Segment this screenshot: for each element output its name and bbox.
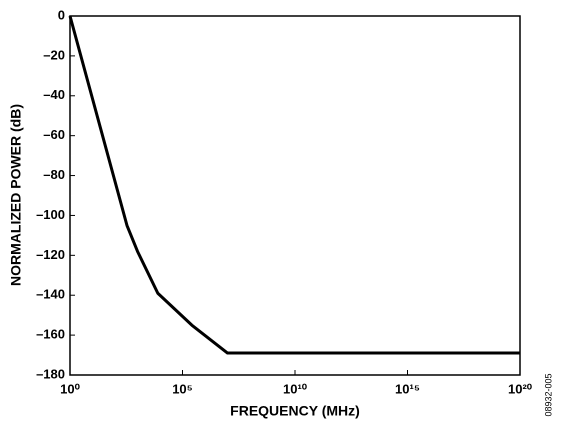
x-tick-label: 10⁰	[60, 381, 80, 396]
y-tick-label: –160	[36, 327, 65, 342]
x-tick-label: 10²⁰	[508, 381, 533, 396]
y-tick-label: –140	[36, 287, 65, 302]
y-tick-label: –80	[43, 167, 65, 182]
x-tick-label: 10¹⁵	[395, 381, 420, 396]
data-line	[68, 15, 520, 355]
plot-frame	[69, 15, 521, 376]
y-tick-label: –20	[43, 47, 65, 62]
y-tick-label: –100	[36, 207, 65, 222]
figure-id: 08932-005	[543, 373, 553, 416]
y-axis-label: NORMALIZED POWER (dB)	[8, 104, 24, 286]
y-tick-label: –40	[43, 87, 65, 102]
y-tick-label: –60	[43, 127, 65, 142]
x-axis-label: FREQUENCY (MHz)	[230, 403, 360, 419]
x-tick-label: 10⁵	[172, 381, 193, 396]
y-tick-label: –180	[36, 366, 65, 381]
y-tick-label: –120	[36, 247, 65, 262]
x-tick-label: 10¹⁰	[283, 381, 308, 396]
y-tick-label: 0	[58, 7, 65, 22]
